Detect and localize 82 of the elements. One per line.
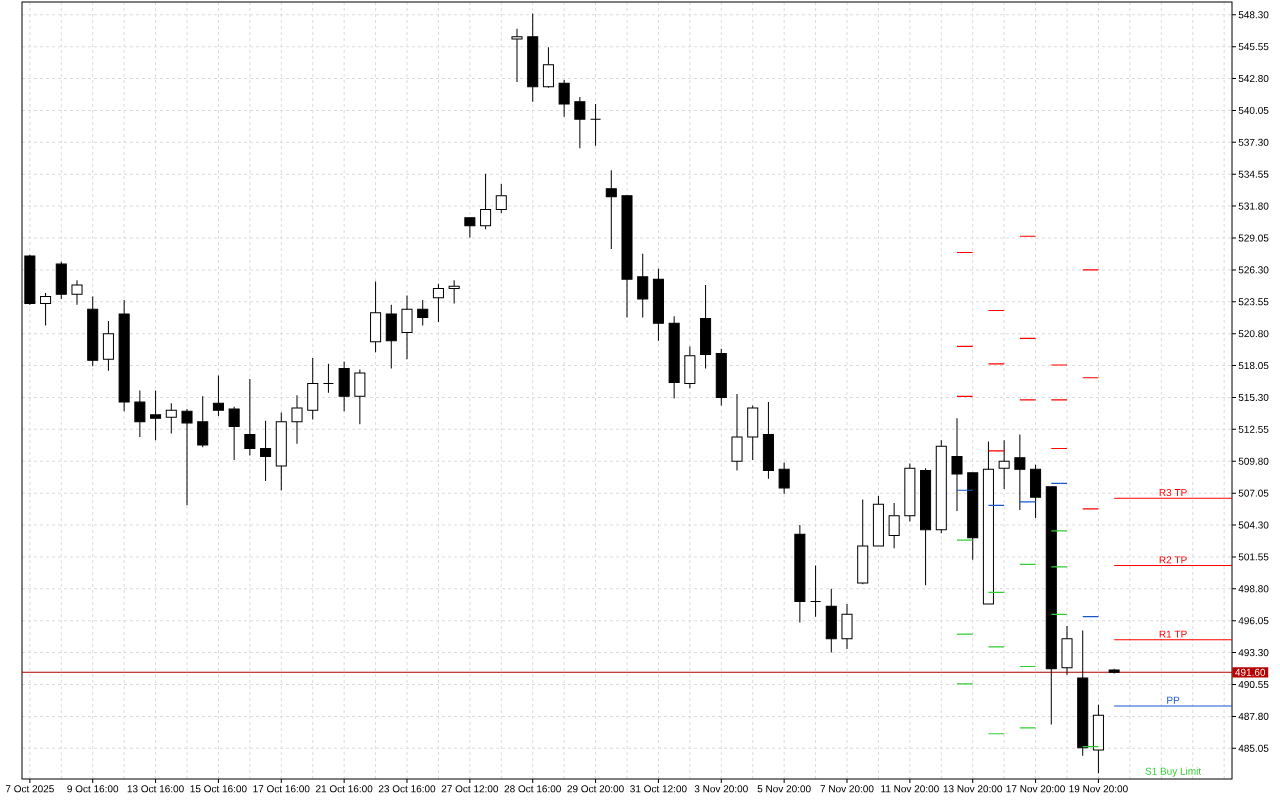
candlestick — [401, 294, 413, 360]
candlestick — [542, 46, 554, 89]
candlestick — [998, 439, 1010, 490]
candlestick — [511, 28, 523, 83]
y-tick-label: 498.80 — [1238, 585, 1269, 593]
y-tick-label: 509.80 — [1238, 457, 1269, 465]
candlestick — [590, 103, 602, 147]
y-tick-label: 496.05 — [1238, 617, 1269, 625]
candlestick — [574, 96, 586, 149]
y-tick-label: 545.55 — [1238, 43, 1269, 51]
candlestick — [291, 394, 303, 445]
candlestick — [448, 279, 460, 305]
candlestick — [181, 408, 193, 506]
candlestick — [197, 395, 209, 448]
candlestick — [228, 406, 240, 461]
y-tick-label: 534.55 — [1238, 170, 1269, 178]
y-tick-label: 537.30 — [1238, 138, 1269, 146]
y-tick-label: 485.05 — [1238, 744, 1269, 752]
candlestick — [810, 565, 822, 618]
y-tick-label: 542.80 — [1238, 75, 1269, 83]
candlestick — [778, 461, 790, 495]
y-tick-label: 523.55 — [1238, 298, 1269, 306]
y-tick-label: 490.55 — [1238, 680, 1269, 689]
x-tick-label: 28 Oct 16:00 — [504, 785, 561, 793]
y-tick-label: 493.30 — [1238, 649, 1269, 657]
candlestick — [495, 183, 507, 214]
candlestick — [260, 420, 272, 482]
x-tick-label: 31 Oct 12:00 — [630, 785, 687, 793]
ref-line-label: R1 TP — [1159, 630, 1187, 638]
x-tick-label: 23 Oct 16:00 — [378, 785, 436, 793]
y-tick-label: 504.30 — [1238, 521, 1269, 529]
y-tick-label: 518.05 — [1238, 362, 1269, 370]
candlestick — [165, 402, 177, 434]
x-tick-label: 3 Nov 20:00 — [694, 785, 748, 793]
candlestick — [637, 253, 649, 318]
candlestick — [888, 502, 900, 549]
candlestick — [244, 378, 256, 456]
x-tick-label: 19 Nov 20:00 — [1069, 785, 1128, 793]
candlestick — [150, 390, 162, 441]
x-tick-label: 29 Oct 20:00 — [567, 785, 624, 793]
x-tick-label: 7 Nov 20:00 — [820, 785, 874, 793]
candlestick — [1014, 434, 1026, 511]
x-tick-label: 9 Oct 16:00 — [67, 785, 119, 793]
x-tick-label: 7 Oct 2025 — [5, 785, 54, 793]
x-tick-label: 5 Nov 20:00 — [757, 785, 811, 793]
y-tick-label: 529.05 — [1238, 234, 1269, 242]
y-tick-label: 487.80 — [1238, 712, 1269, 720]
candlestick — [40, 292, 52, 327]
ref-line-label: R3 TP — [1159, 489, 1187, 497]
y-tick-label: 531.80 — [1238, 202, 1269, 210]
y-tick-label: 512.55 — [1238, 425, 1269, 433]
x-tick-label: 15 Oct 16:00 — [190, 785, 247, 793]
candlestick — [605, 169, 617, 250]
x-tick-label: 17 Nov 20:00 — [1006, 785, 1065, 793]
y-tick-label: 515.30 — [1238, 393, 1269, 402]
x-tick-label: 13 Oct 16:00 — [127, 785, 184, 793]
candlestick — [322, 363, 334, 394]
ref-line-label: 491.60 — [1235, 668, 1266, 676]
x-tick-label: 13 Nov 20:00 — [943, 785, 1003, 793]
ref-line-label: PP — [1167, 696, 1180, 704]
candlestick — [951, 417, 963, 512]
candlestick — [432, 283, 444, 323]
x-tick-label: 17 Oct 16:00 — [253, 785, 310, 793]
y-tick-label: 548.30 — [1238, 11, 1269, 19]
y-tick-label: 540.05 — [1238, 106, 1269, 114]
candlestick — [354, 369, 366, 425]
candlestick — [417, 299, 429, 327]
x-tick-label: 27 Oct 12:00 — [441, 785, 499, 793]
x-tick-label: 11 Nov 20:00 — [881, 785, 939, 793]
candlestick — [134, 390, 146, 438]
x-tick-label: 21 Oct 16:00 — [316, 785, 373, 793]
annotation: S1 Buy Limit — [1145, 767, 1202, 777]
y-tick-label: 507.05 — [1238, 489, 1269, 497]
y-tick-label: 520.80 — [1238, 330, 1269, 338]
candlestick — [464, 217, 476, 238]
candlestick — [558, 79, 570, 118]
candlestick — [71, 279, 83, 306]
candlestick — [480, 173, 492, 230]
y-tick-label: 501.55 — [1238, 553, 1269, 561]
y-tick-label: 526.30 — [1238, 266, 1269, 274]
candlestick — [212, 374, 224, 417]
ref-line-label: R2 TP — [1159, 556, 1187, 564]
